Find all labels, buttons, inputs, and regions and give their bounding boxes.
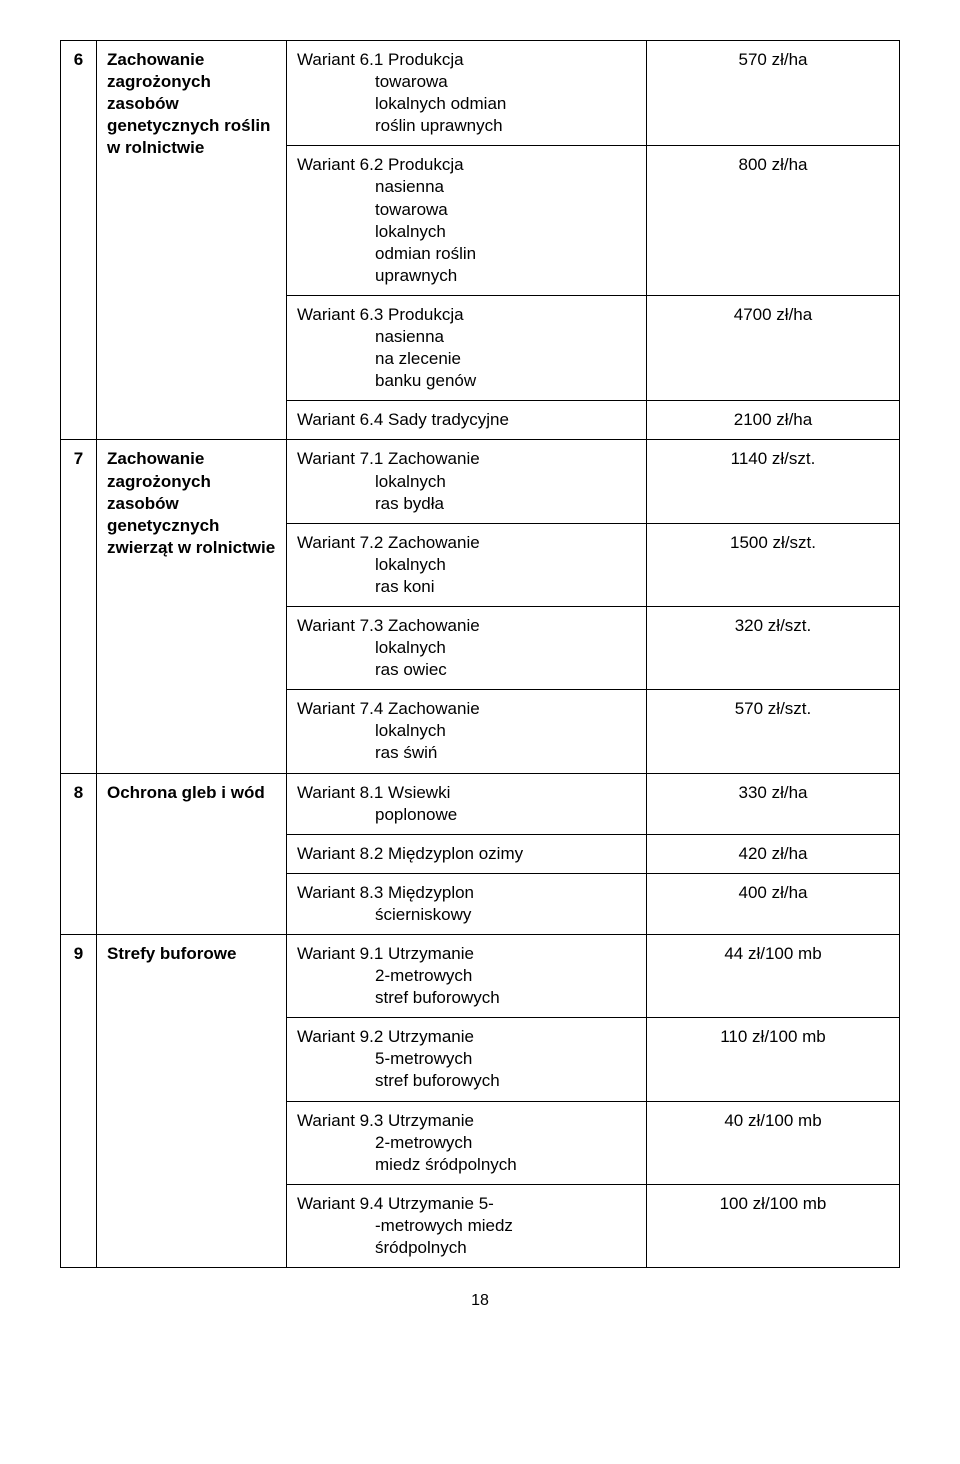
variant-title: Wariant 6.4 Sady tradycyjne: [297, 410, 509, 429]
variant-cell: Wariant 7.2 Zachowanie lokalnychras koni: [287, 523, 647, 606]
variant-value: 2100 zł/ha: [647, 401, 900, 440]
table-row: 9Strefy buforoweWariant 9.1 Utrzymanie2-…: [61, 935, 900, 1018]
variant-cell: Wariant 9.1 Utrzymanie 2-metrowychstref b…: [287, 935, 647, 1018]
variant-cell: Wariant 8.2 Międzyplon ozimy: [287, 834, 647, 873]
variant-title: Wariant 9.4 Utrzymanie 5-: [297, 1194, 494, 1213]
variant-subline: stref buforowych: [297, 1070, 636, 1092]
variant-title: Wariant 7.1 Zachowanie: [297, 449, 480, 468]
variant-subline: towarowa: [297, 71, 636, 93]
variant-subline: banku genów: [297, 370, 636, 392]
table-row: 6Zachowanie zagrożonych zasobów genetycz…: [61, 41, 900, 146]
variant-title: Wariant 8.2 Międzyplon ozimy: [297, 844, 523, 863]
variant-subline: ras owiec: [297, 659, 636, 681]
variant-title: Wariant 7.2 Zachowanie: [297, 533, 480, 552]
variant-subline: lokalnych odmian: [297, 93, 636, 115]
variant-value: 1140 zł/szt.: [647, 440, 900, 523]
variant-title: Wariant 9.2 Utrzymanie: [297, 1027, 474, 1046]
variant-subline: lokalnych: [297, 554, 636, 576]
variant-value: 400 zł/ha: [647, 873, 900, 934]
variant-subline: lokalnych: [297, 221, 636, 243]
variant-cell: Wariant 6.2 Produkcja nasiennatowarowalok…: [287, 146, 647, 296]
variant-table: 6Zachowanie zagrożonych zasobów genetycz…: [60, 40, 900, 1268]
variant-title: Wariant 8.1 Wsiewki: [297, 783, 450, 802]
variant-value: 420 zł/ha: [647, 834, 900, 873]
variant-subline: miedz śródpolnych: [297, 1154, 636, 1176]
variant-value: 570 zł/szt.: [647, 690, 900, 773]
variant-cell: Wariant 7.3 Zachowanie lokalnychras owiec: [287, 606, 647, 689]
table-row: 8Ochrona gleb i wódWariant 8.1 Wsiewkipo…: [61, 773, 900, 834]
variant-value: 320 zł/szt.: [647, 606, 900, 689]
variant-title: Wariant 7.3 Zachowanie: [297, 616, 480, 635]
variant-cell: Wariant 6.3 Produkcja nasiennana zlecenie…: [287, 295, 647, 400]
section-category: Zachowanie zagrożonych zasobów genetyczn…: [97, 41, 287, 440]
section-number: 9: [61, 935, 97, 1268]
variant-title: Wariant 6.3 Produkcja: [297, 305, 464, 324]
variant-cell: Wariant 8.3 Międzyplon ścierniskowy: [287, 873, 647, 934]
variant-title: Wariant 6.2 Produkcja: [297, 155, 464, 174]
variant-subline: odmian roślin: [297, 243, 636, 265]
variant-cell: Wariant 9.3 Utrzymanie 2-metrowychmiedz ś…: [287, 1101, 647, 1184]
variant-subline: lokalnych: [297, 471, 636, 493]
variant-subline: roślin uprawnych: [297, 115, 636, 137]
variant-subline: na zlecenie: [297, 348, 636, 370]
variant-subline: lokalnych: [297, 720, 636, 742]
variant-subline: -metrowych miedz: [297, 1215, 636, 1237]
variant-subline: uprawnych: [297, 265, 636, 287]
variant-title: Wariant 9.3 Utrzymanie: [297, 1111, 474, 1130]
variant-subline: ras świń: [297, 742, 636, 764]
page-number: 18: [60, 1292, 900, 1310]
section-number: 8: [61, 773, 97, 934]
variant-subline: nasienna: [297, 176, 636, 198]
table-row: 7Zachowanie zagrożonych zasobów genetycz…: [61, 440, 900, 523]
variant-subline: lokalnych: [297, 637, 636, 659]
variant-cell: Wariant 6.4 Sady tradycyjne: [287, 401, 647, 440]
variant-title: Wariant 7.4 Zachowanie: [297, 699, 480, 718]
variant-value: 800 zł/ha: [647, 146, 900, 296]
variant-subline: śródpolnych: [297, 1237, 636, 1259]
variant-value: 330 zł/ha: [647, 773, 900, 834]
variant-subline: nasienna: [297, 326, 636, 348]
variant-subline: ras koni: [297, 576, 636, 598]
variant-title: Wariant 6.1 Produkcja: [297, 50, 464, 69]
variant-subline: 2-metrowych: [297, 1132, 636, 1154]
section-category: Strefy buforowe: [97, 935, 287, 1268]
variant-subline: 5-metrowych: [297, 1048, 636, 1070]
variant-cell: Wariant 8.1 Wsiewki poplonowe: [287, 773, 647, 834]
section-category: Ochrona gleb i wód: [97, 773, 287, 934]
section-number: 6: [61, 41, 97, 440]
variant-cell: Wariant 7.1 Zachowanie lokalnychras bydła: [287, 440, 647, 523]
variant-value: 1500 zł/szt.: [647, 523, 900, 606]
variant-value: 40 zł/100 mb: [647, 1101, 900, 1184]
section-category: Zachowanie zagrożonych zasobów genetyczn…: [97, 440, 287, 773]
variant-title: Wariant 8.3 Międzyplon: [297, 883, 474, 902]
variant-value: 110 zł/100 mb: [647, 1018, 900, 1101]
variant-subline: towarowa: [297, 199, 636, 221]
variant-value: 100 zł/100 mb: [647, 1184, 900, 1267]
variant-subline: poplonowe: [297, 804, 636, 826]
variant-cell: Wariant 9.4 Utrzymanie 5- -metrowych mied…: [287, 1184, 647, 1267]
variant-title: Wariant 9.1 Utrzymanie: [297, 944, 474, 963]
variant-cell: Wariant 6.1 Produkcja towarowalokalnych o…: [287, 41, 647, 146]
variant-subline: 2-metrowych: [297, 965, 636, 987]
variant-subline: ścierniskowy: [297, 904, 636, 926]
section-number: 7: [61, 440, 97, 773]
variant-cell: Wariant 9.2 Utrzymanie 5-metrowychstref b…: [287, 1018, 647, 1101]
variant-cell: Wariant 7.4 Zachowanie lokalnychras świń: [287, 690, 647, 773]
variant-value: 4700 zł/ha: [647, 295, 900, 400]
variant-subline: ras bydła: [297, 493, 636, 515]
variant-value: 44 zł/100 mb: [647, 935, 900, 1018]
variant-value: 570 zł/ha: [647, 41, 900, 146]
variant-subline: stref buforowych: [297, 987, 636, 1009]
